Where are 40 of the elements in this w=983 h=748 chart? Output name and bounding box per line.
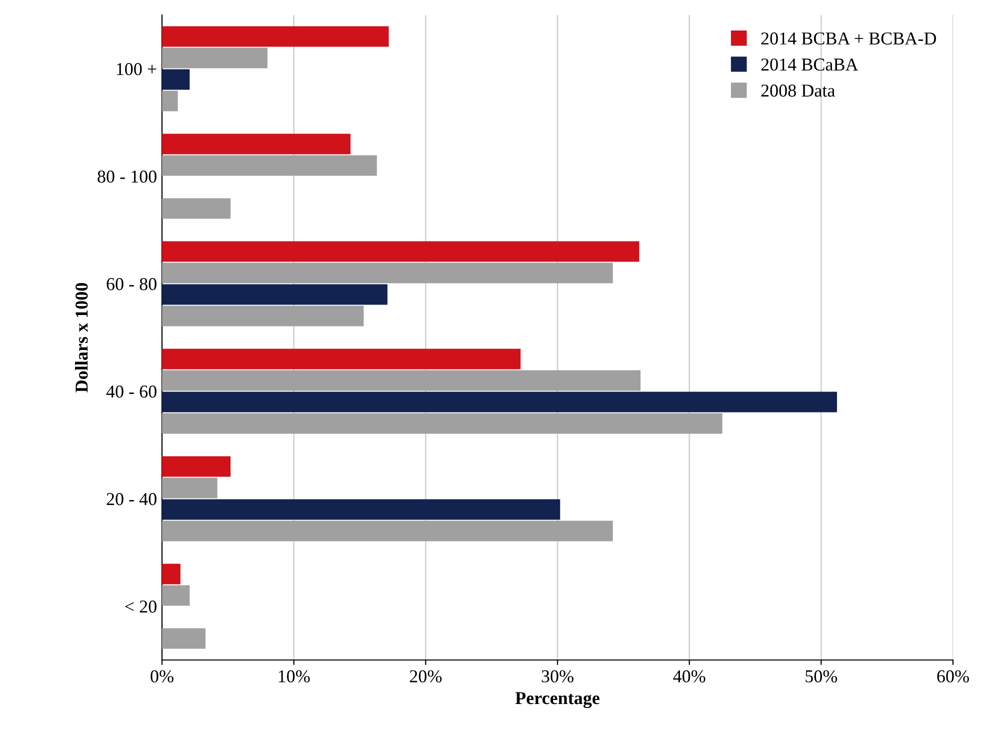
bar [162,26,389,47]
bar [162,564,180,584]
bar [162,155,377,176]
bar [162,69,190,90]
legend-label: 2008 Data [761,84,835,97]
bar [162,413,722,434]
x-tick-label: 40% [673,670,706,682]
bar [162,628,206,649]
bar [162,348,521,370]
bar [162,499,560,520]
bar [162,306,364,326]
bar [162,198,231,219]
x-tick-label: 60% [937,670,969,682]
bar [162,456,231,477]
y-tick-label: < 20 [125,600,156,613]
bar [162,585,190,606]
bar [162,370,641,391]
bar [162,134,351,154]
y-tick-label: 60 - 80 [106,278,156,290]
x-tick-label: 30% [542,670,574,682]
x-tick-label: 20% [410,670,442,682]
legend-label: 2014 BCBA + BCBA-D [761,32,936,45]
x-tick-label: 50% [806,670,838,682]
bar [162,262,613,284]
bar [162,241,640,262]
legend-label: 2014 BCaBA [761,58,858,71]
y-tick-label: 40 - 60 [106,386,156,398]
bar [162,520,613,542]
bar [162,48,268,68]
y-tick-label: 80 - 100 [98,170,156,183]
x-tick-label: 0% [150,670,174,682]
y-axis-title: Dollars x 1000 [75,283,88,392]
bar [162,284,388,305]
bar [162,392,837,412]
x-tick-label: 10% [278,670,310,682]
x-axis-title: Percentage [515,692,600,708]
bar [162,90,178,112]
y-tick-label: 100 + [116,63,156,76]
bar [162,478,218,498]
y-tick-label: 20 - 40 [106,493,156,506]
